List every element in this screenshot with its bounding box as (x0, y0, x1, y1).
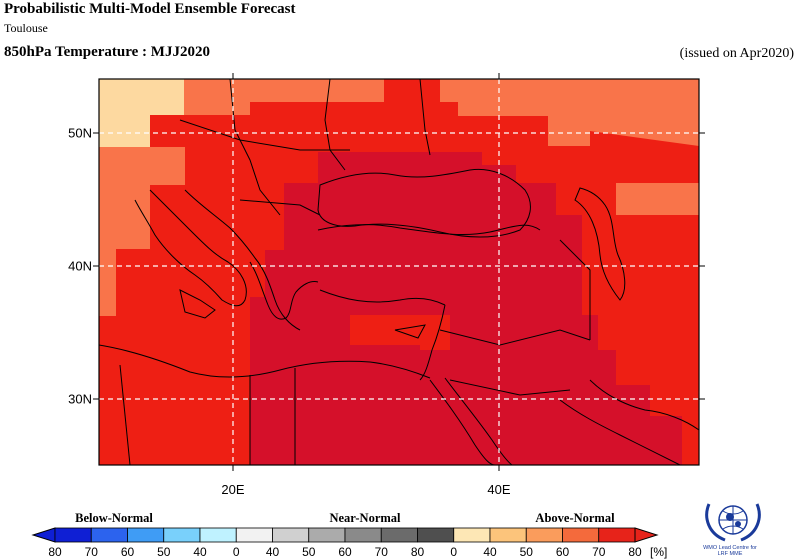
lon-label-20e: 20E (221, 482, 245, 497)
zone-orange-east2 (616, 183, 665, 215)
colorbar-tick-label: 0 (450, 545, 458, 559)
forecast-variable: 850hPa Temperature : MJJ2020 (4, 44, 210, 60)
colorbar-tick-label: 40 (193, 545, 207, 559)
forecast-title: Probabilistic Multi-Model Ensemble Forec… (4, 1, 296, 17)
zone-darkred (250, 152, 682, 465)
colorbar-swatch (417, 527, 455, 543)
zone-pale (99, 79, 184, 147)
issued-date: (issued on Apr2020) (679, 46, 794, 61)
lat-label-40n: 40N (68, 258, 92, 274)
wmo-caption: WMO Lead Centre for LRF MME (703, 545, 757, 557)
colorbar-unit: [%] (650, 545, 668, 559)
colorbar-swatch (344, 527, 382, 543)
colorbar-tick-label: 80 (628, 545, 642, 559)
colorbar-swatch (562, 527, 600, 543)
legend-above-normal: Above-Normal (535, 511, 615, 525)
zone-red-levant (350, 315, 450, 350)
colorbar-tick-label: 80 (48, 545, 62, 559)
colorbar-swatch (272, 527, 310, 543)
colorbar-swatch (380, 527, 418, 543)
colorbar (31, 527, 659, 543)
colorbar-swatch (598, 527, 636, 543)
colorbar-tick-label: 50 (519, 545, 533, 559)
lat-label-30n: 30N (68, 391, 92, 407)
wmo-emblem-icon (705, 503, 761, 542)
legend-near-normal: Near-Normal (329, 511, 401, 525)
colorbar-swatch (235, 527, 273, 543)
colorbar-tick-label: 60 (338, 545, 352, 559)
colorbar-tick-label: 0 (232, 545, 240, 559)
colorbar-swatch (308, 527, 346, 543)
colorbar-swatch (453, 527, 491, 543)
colorbar-swatch (525, 527, 563, 543)
colorbar-swatch (199, 527, 237, 543)
colorbar-tick-label: 80 (410, 545, 425, 559)
map-frame (98, 78, 700, 466)
lat-label-50n: 50N (68, 125, 92, 141)
colorbar-swatch (54, 527, 92, 543)
colorbar-tick-label: 50 (302, 545, 316, 559)
colorbar-arrow-left (31, 527, 56, 543)
graticule (99, 79, 699, 465)
zone-orange-north (99, 79, 699, 146)
colorbar-tick-label: 60 (555, 545, 570, 559)
colorbar-swatch (127, 527, 165, 543)
colorbar-tick-label: 70 (592, 545, 606, 559)
axis-ticks (93, 73, 705, 471)
coastlines (99, 79, 699, 465)
colorbar-tick-label: 70 (374, 545, 388, 559)
colorbar-tick-label: 40 (265, 545, 280, 559)
probability-field (99, 79, 699, 465)
colorbar-tick-label: 60 (120, 545, 135, 559)
colorbar-swatch (489, 527, 527, 543)
legend-below-normal: Below-Normal (75, 511, 153, 525)
colorbar-tick-label: 40 (483, 545, 497, 559)
lon-label-40e: 40E (487, 482, 511, 497)
colorbar-swatch (90, 527, 128, 543)
colorbar-tick-label: 70 (84, 545, 98, 559)
colorbar-tick-label: 50 (157, 545, 171, 559)
forecast-centre: Toulouse (4, 21, 48, 35)
colorbar-arrow-right (634, 527, 659, 543)
colorbar-swatch (163, 527, 201, 543)
